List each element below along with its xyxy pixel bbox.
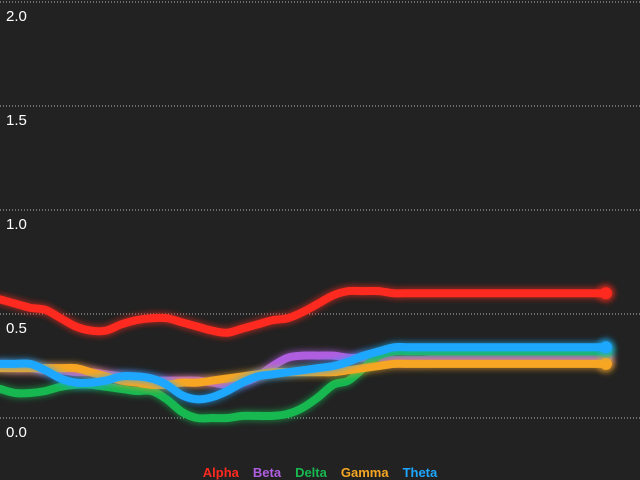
series-alpha-line — [0, 286, 610, 337]
y-tick-label: 1.5 — [6, 112, 27, 129]
series-theta — [0, 338, 615, 405]
legend: Alpha Beta Delta Gamma Theta — [203, 465, 438, 480]
y-tick-label: 0.5 — [6, 320, 27, 337]
legend-gamma: Gamma — [341, 465, 389, 480]
legend-beta: Beta — [253, 465, 282, 480]
series-theta-end-point — [600, 341, 612, 354]
y-tick-label: 1.0 — [6, 216, 27, 233]
y-axis-ticks: 0.0 0.5 1.0 1.5 2.0 — [6, 8, 27, 441]
legend-theta: Theta — [403, 465, 438, 480]
series-alpha — [0, 284, 615, 339]
series-lines — [0, 284, 615, 424]
y-tick-label: 2.0 — [6, 8, 27, 25]
series-gamma-end-point — [600, 357, 612, 370]
series-alpha-end-point — [600, 287, 612, 300]
series-theta-line — [0, 342, 610, 404]
legend-alpha: Alpha — [203, 465, 240, 480]
legend-delta: Delta — [295, 465, 328, 480]
y-tick-label: 0.0 — [6, 424, 27, 441]
